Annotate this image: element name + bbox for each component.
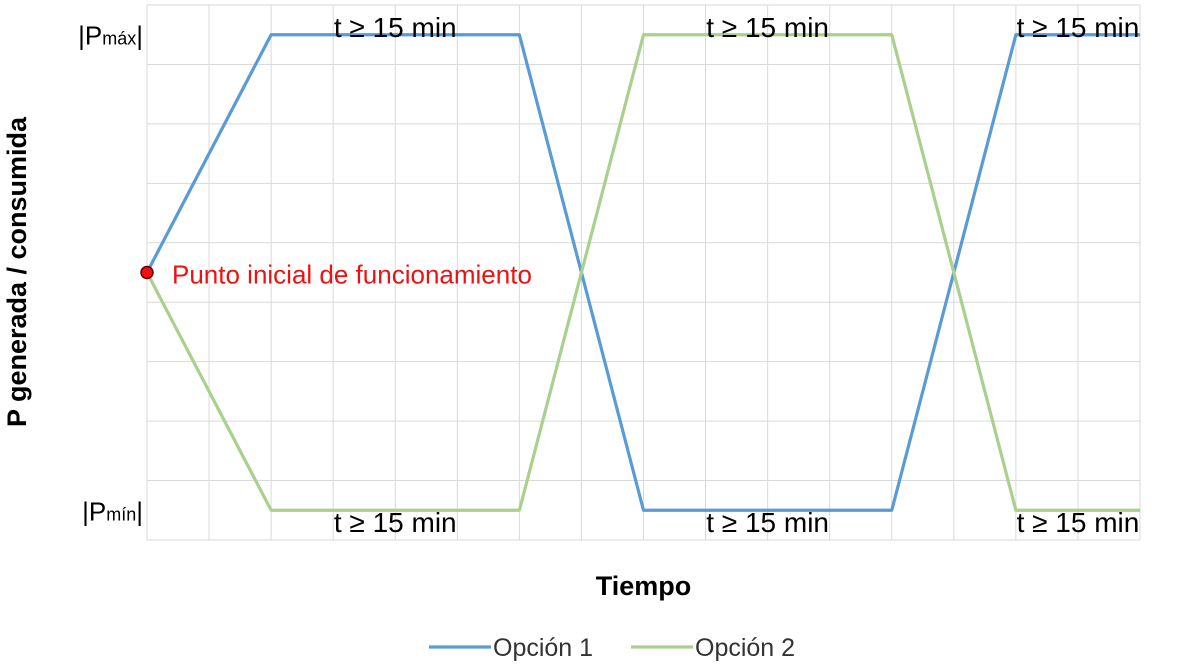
start-point-marker — [140, 265, 154, 280]
series-line-Opción 1 — [145, 33, 1140, 512]
legend: Opción 1 Opción 2 — [429, 634, 795, 662]
annotation-bottom: t ≥ 15 min — [706, 507, 829, 538]
annotation-top: t ≥ 15 min — [334, 12, 457, 43]
annotation-bottom: t ≥ 15 min — [334, 507, 457, 538]
series-line-Opción 2 — [145, 33, 1140, 512]
y-axis-title: P generada / consumida — [2, 116, 32, 427]
legend-label: Opción 2 — [695, 634, 795, 662]
annotation-top: t ≥ 15 min — [706, 12, 829, 43]
start-point-group: Punto inicial de funcionamiento — [140, 260, 532, 290]
series-lines — [145, 33, 1140, 512]
start-point-label: Punto inicial de funcionamiento — [172, 260, 532, 290]
annotation-bottom: t ≥ 15 min — [1017, 507, 1140, 538]
y-tick-labels: |Pmáx| |Pmín| — [78, 21, 143, 527]
annotation-top: t ≥ 15 min — [1017, 12, 1140, 43]
x-axis-title: Tiempo — [596, 571, 692, 601]
legend-label: Opción 1 — [493, 634, 593, 662]
y-tick-label: |Pmáx| — [78, 21, 143, 51]
y-tick-label: |Pmín| — [82, 496, 143, 526]
duration-annotations: t ≥ 15 min t ≥ 15 min t ≥ 15 min t ≥ 15 min… — [334, 12, 1139, 538]
